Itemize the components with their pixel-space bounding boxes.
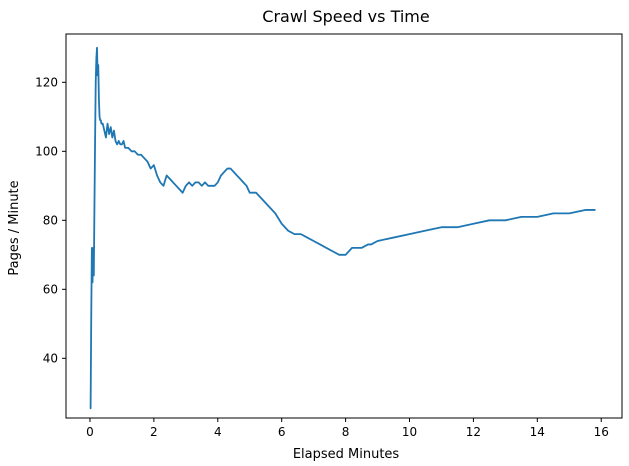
y-tick-label: 80 bbox=[43, 213, 58, 227]
y-tick-label: 40 bbox=[43, 351, 58, 365]
chart-title: Crawl Speed vs Time bbox=[262, 7, 429, 26]
ticks-layer: 0 2 4 6 8 10 12 14 16 40 60 80 100 120 bbox=[35, 75, 609, 439]
x-tick-label: 16 bbox=[594, 425, 609, 439]
x-tick-label: 8 bbox=[342, 425, 350, 439]
x-tick-label: 2 bbox=[150, 425, 158, 439]
y-tick-label: 120 bbox=[35, 75, 58, 89]
x-tick-label: 0 bbox=[86, 425, 94, 439]
x-tick-label: 10 bbox=[402, 425, 417, 439]
x-tick-label: 4 bbox=[214, 425, 222, 439]
x-tick-label: 12 bbox=[466, 425, 481, 439]
plot-area-frame bbox=[65, 33, 623, 419]
y-tick-label: 60 bbox=[43, 282, 58, 296]
x-axis-label: Elapsed Minutes bbox=[293, 447, 400, 462]
series-layer bbox=[89, 46, 596, 410]
series-line bbox=[89, 46, 596, 410]
x-tick-label: 6 bbox=[278, 425, 286, 439]
x-tick-label: 14 bbox=[530, 425, 545, 439]
y-axis-label: Pages / Minute bbox=[7, 180, 22, 275]
y-tick-label: 100 bbox=[35, 144, 58, 158]
